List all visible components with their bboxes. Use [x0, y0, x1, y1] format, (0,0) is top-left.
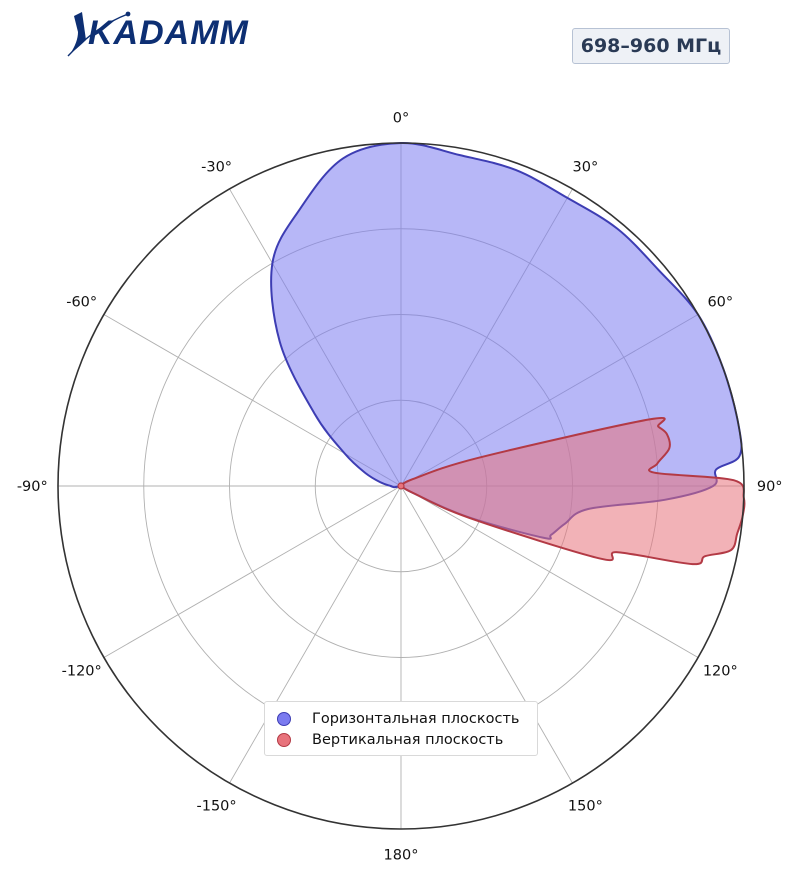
- angle-grid-line: [400, 485, 573, 784]
- angle-tick-label: -120°: [62, 663, 102, 679]
- angle-tick-label: 120°: [703, 663, 738, 679]
- logo-swoosh-icon: [67, 11, 131, 57]
- series-vertical-area: [399, 416, 746, 566]
- angle-tick-label: -150°: [197, 798, 237, 814]
- angle-tick-label: -60°: [66, 295, 97, 311]
- angle-grid-line: [400, 485, 699, 658]
- legend-swatch-horizontal: [277, 712, 291, 726]
- angle-grid-line: [229, 485, 402, 784]
- legend-item-horizontal: Горизонтальная плоскость: [277, 709, 519, 729]
- legend-label-horizontal: Горизонтальная плоскость: [312, 711, 520, 727]
- angle-tick-label: 180°: [384, 848, 419, 864]
- outer-ring: [57, 142, 745, 830]
- center-point: [397, 482, 405, 490]
- frequency-band-badge: 698–960 МГц: [572, 28, 730, 64]
- angle-ticks: 0° 30° 60° 90° 120° 150° 180° -150° -120° -90° -60…: [17, 110, 783, 863]
- logo-text: KADAMM: [88, 14, 249, 52]
- angle-tick-label: 90°: [757, 479, 783, 495]
- legend-item-vertical: Вертикальная плоскость: [277, 730, 503, 750]
- angle-tick-label: 60°: [707, 295, 733, 311]
- angle-grid-line: [103, 485, 402, 658]
- series-layer: [270, 141, 746, 566]
- polar-frame: [57, 142, 745, 830]
- legend: Горизонтальная плоскость Вертикальная пл…: [264, 701, 538, 756]
- legend-label-vertical: Вертикальная плоскость: [312, 732, 504, 748]
- angle-tick-label: -30°: [201, 160, 232, 176]
- angle-tick-label: -90°: [17, 479, 48, 495]
- angle-tick-label: 30°: [573, 160, 599, 176]
- angle-tick-label: 150°: [568, 798, 603, 814]
- kadamm-logo: KADAMM: [66, 6, 266, 60]
- angle-tick-label: 0°: [393, 110, 409, 126]
- legend-swatch-vertical: [277, 733, 291, 747]
